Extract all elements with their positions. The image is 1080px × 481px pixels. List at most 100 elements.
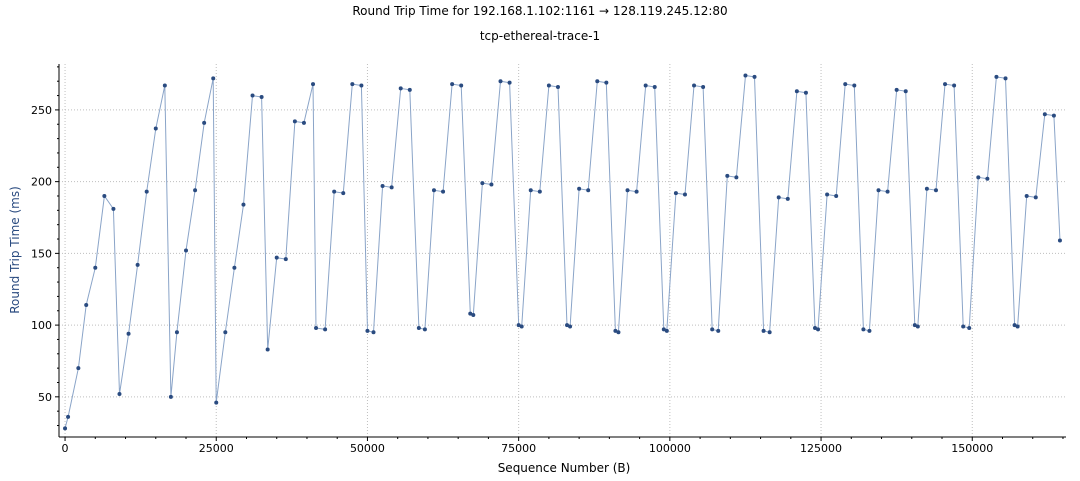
data-point[interactable] [416,325,421,330]
data-point[interactable] [933,188,938,193]
data-point[interactable] [692,83,697,88]
data-point[interactable] [111,206,116,211]
data-point[interactable] [450,82,455,87]
data-point[interactable] [1057,238,1062,243]
data-point[interactable] [359,83,364,88]
data-point[interactable] [725,173,730,178]
data-point[interactable] [661,327,666,332]
data-point[interactable] [498,79,503,84]
data-point[interactable] [480,181,485,186]
data-point[interactable] [407,87,412,92]
data-point[interactable] [223,330,228,335]
data-point[interactable] [537,189,542,194]
data-point[interactable] [66,414,71,419]
data-point[interactable] [761,328,766,333]
data-point[interactable] [604,80,609,85]
data-point[interactable] [634,189,639,194]
data-point[interactable] [813,325,818,330]
data-point[interactable] [441,189,446,194]
data-point[interactable] [867,328,872,333]
data-point[interactable] [174,330,179,335]
data-point[interactable] [912,323,917,328]
data-point[interactable] [168,394,173,399]
data-point[interactable] [673,191,678,196]
data-point[interactable] [102,193,107,198]
data-point[interactable] [664,328,669,333]
data-point[interactable] [184,248,189,253]
data-point[interactable] [1033,195,1038,200]
data-point[interactable] [976,175,981,180]
data-point[interactable] [135,262,140,267]
data-point[interactable] [843,82,848,87]
data-point[interactable] [422,327,427,332]
data-point[interactable] [214,400,219,405]
data-point[interactable] [292,119,297,124]
data-point[interactable] [1042,112,1047,117]
data-point[interactable] [767,330,772,335]
data-point[interactable] [380,183,385,188]
data-point[interactable] [274,255,279,260]
data-point[interactable] [332,189,337,194]
data-point[interactable] [555,84,560,89]
data-point[interactable] [389,185,394,190]
data-point[interactable] [398,86,403,91]
data-point[interactable] [568,324,573,329]
data-point[interactable] [1051,113,1056,118]
data-point[interactable] [323,327,328,332]
data-point[interactable] [63,426,68,431]
data-point[interactable] [76,366,81,371]
data-point[interactable] [546,83,551,88]
data-point[interactable] [716,328,721,333]
data-point[interactable] [734,175,739,180]
data-point[interactable] [507,80,512,85]
data-point[interactable] [471,313,476,318]
data-point[interactable] [259,94,264,99]
data-point[interactable] [816,327,821,332]
data-point[interactable] [489,182,494,187]
data-point[interactable] [613,328,618,333]
data-point[interactable] [701,84,706,89]
data-point[interactable] [265,347,270,352]
data-point[interactable] [1015,324,1020,329]
data-point[interactable] [468,311,473,316]
data-point[interactable] [710,327,715,332]
data-point[interactable] [894,87,899,92]
data-point[interactable] [516,323,521,328]
data-point[interactable] [459,83,464,88]
data-point[interactable] [162,83,167,88]
data-point[interactable] [616,330,621,335]
data-point[interactable] [1012,323,1017,328]
data-point[interactable] [232,265,237,270]
data-point[interactable] [961,324,966,329]
data-point[interactable] [885,189,890,194]
data-point[interactable] [519,324,524,329]
data-point[interactable] [211,76,216,81]
data-point[interactable] [794,89,799,94]
data-point[interactable] [144,189,149,194]
data-point[interactable] [652,84,657,89]
data-point[interactable] [153,126,158,131]
data-point[interactable] [350,82,355,87]
data-point[interactable] [595,79,600,84]
data-point[interactable] [625,188,630,193]
data-point[interactable] [876,188,881,193]
data-point[interactable] [117,391,122,396]
data-point[interactable] [985,176,990,181]
data-point[interactable] [528,188,533,193]
data-point[interactable] [314,325,319,330]
data-point[interactable] [565,323,570,328]
data-point[interactable] [250,93,255,98]
data-point[interactable] [915,324,920,329]
data-point[interactable] [924,186,929,191]
data-point[interactable] [126,331,131,336]
data-point[interactable] [743,73,748,78]
data-point[interactable] [776,195,781,200]
data-point[interactable] [431,188,436,193]
data-point[interactable] [371,330,376,335]
data-point[interactable] [994,74,999,79]
data-point[interactable] [311,82,316,87]
data-point[interactable] [803,90,808,95]
data-point[interactable] [586,188,591,193]
data-point[interactable] [283,257,288,262]
